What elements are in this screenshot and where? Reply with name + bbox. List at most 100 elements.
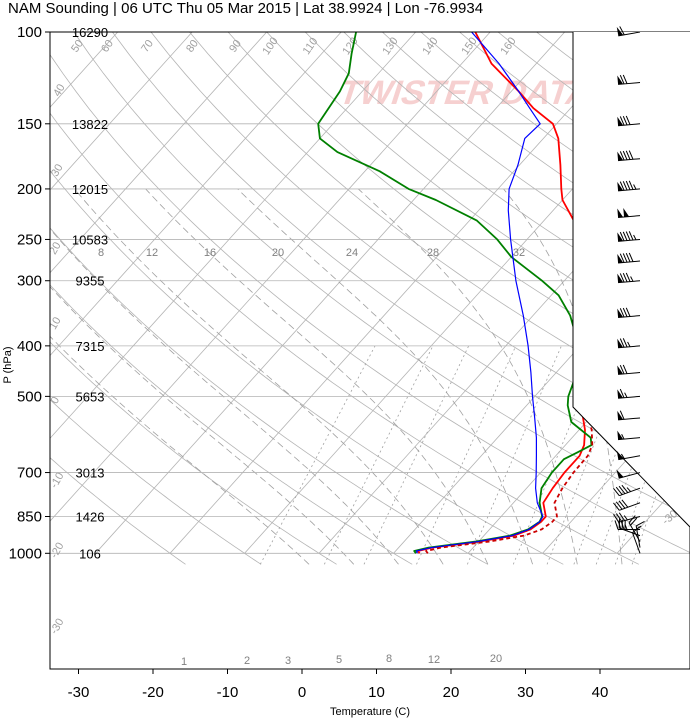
wind-barb-full <box>619 75 625 85</box>
wind-barb-flag <box>617 389 624 399</box>
wind-barb <box>613 499 641 511</box>
wind-barb-half <box>633 184 637 190</box>
height-label: 12015 <box>72 182 108 197</box>
adiabat-left-label: -20 <box>48 541 66 561</box>
wind-barb-full <box>625 150 631 160</box>
wind-barb-half <box>620 453 625 459</box>
height-label: 13822 <box>72 117 108 132</box>
dry-adiabat-line <box>50 112 639 565</box>
dry-adiabat-label: 70 <box>139 38 156 55</box>
mixing-ratio-label: 8 <box>98 247 104 259</box>
adiabat-left-label: 20 <box>47 240 64 257</box>
wind-barb-staff <box>618 395 641 399</box>
height-label: 7315 <box>76 339 105 354</box>
wind-barb-full <box>619 151 625 161</box>
wind-barb-full <box>619 273 625 283</box>
wind-barb-staff <box>618 188 641 192</box>
dry-adiabat-label: 90 <box>227 38 244 55</box>
wind-barb <box>617 272 641 284</box>
isotherm-line <box>50 32 342 357</box>
pressure-tick-label: 200 <box>17 181 42 198</box>
height-label: 3013 <box>76 466 105 481</box>
wind-barb-full <box>618 512 625 521</box>
wind-barb-full <box>613 487 620 497</box>
wind-barb-full <box>621 484 629 493</box>
isotherm-line <box>467 306 690 554</box>
wind-barb-full <box>616 513 623 522</box>
dry-adiabat-line <box>73 32 690 518</box>
wind-barb-flag <box>617 75 624 85</box>
wind-barb-flag <box>616 450 624 460</box>
wind-barb <box>613 484 641 497</box>
wind-barb-full <box>622 338 628 348</box>
dry-adiabat-line <box>227 32 690 382</box>
mixing-ratio-line <box>573 345 657 565</box>
mixing-ratio-bottom-label: 20 <box>490 653 502 665</box>
wind-barb <box>617 208 641 219</box>
dry-adiabat-line <box>50 170 564 565</box>
adiabat-left-label: 30 <box>49 162 66 179</box>
wind-barb-half <box>633 234 637 241</box>
wind-barb-full <box>625 252 631 263</box>
wind-barb <box>616 26 641 37</box>
wind-barb-half <box>624 392 628 398</box>
dry-adiabat-line <box>50 457 186 565</box>
wind-barb-full <box>625 307 631 317</box>
wind-barb-full <box>619 308 625 318</box>
wind-barb-full <box>622 150 628 161</box>
wind-barb-flag <box>617 116 624 126</box>
wind-barb-staff <box>618 260 641 264</box>
mixing-ratio-label: 12 <box>146 247 158 259</box>
wind-barb-half <box>621 434 625 440</box>
wind-barb-full <box>622 307 628 317</box>
wind-barb-full <box>622 181 628 191</box>
dry-adiabat-line <box>50 284 413 565</box>
chart-title: NAM Sounding | 06 UTC Thu 05 Mar 2015 | … <box>8 0 483 17</box>
dry-adiabat-line <box>189 32 690 415</box>
moist-adiabat-line <box>50 228 399 565</box>
height-label: 10583 <box>72 232 108 247</box>
wind-barb-full <box>618 500 626 509</box>
wind-barb-staff <box>618 158 641 162</box>
wind-barb-half <box>624 524 628 530</box>
dry-adiabat-line <box>50 399 262 565</box>
wind-barb-full <box>619 116 625 126</box>
pressure-tick-label: 100 <box>17 24 42 41</box>
wind-barb <box>617 115 641 127</box>
wind-barb-full <box>619 231 625 242</box>
height-label: 5653 <box>76 389 105 404</box>
moist-adiabat-line <box>50 335 310 565</box>
height-label: 9355 <box>76 274 105 289</box>
wind-barb-flag <box>616 469 624 479</box>
mixing-ratio-bottom-label: 5 <box>336 654 342 666</box>
wind-barb <box>617 410 641 421</box>
isotherm-line <box>50 32 193 191</box>
dry-adiabat-label: 160 <box>498 35 518 57</box>
wind-barb-full <box>615 501 623 510</box>
wind-barb-full <box>619 365 625 375</box>
wind-barb-full <box>619 388 625 398</box>
parcel-trace <box>415 32 544 554</box>
wind-barb-flag <box>617 308 624 318</box>
wind-barb-staff <box>618 472 641 479</box>
mixing-ratio-line <box>416 345 517 565</box>
isotherm-line <box>50 32 416 439</box>
wind-barb-half <box>636 525 642 530</box>
adiabat-left-label: 0 <box>49 395 62 406</box>
wind-barb-full <box>613 514 620 523</box>
wind-barb-full <box>625 272 631 282</box>
wind-barb-full <box>625 180 631 190</box>
wind-barb <box>616 469 641 479</box>
mixing-ratio-bottom-label: 2 <box>244 655 250 667</box>
dry-adiabat-label: 50 <box>69 38 86 55</box>
dry-adiabat-label: 100 <box>260 35 280 57</box>
isotherm-line <box>95 32 565 554</box>
wind-barb <box>617 231 641 242</box>
wind-barb-staff <box>619 502 641 511</box>
dry-adiabat-label: 140 <box>420 35 440 57</box>
temperature-tick-label: 40 <box>592 684 609 701</box>
isotherm-line <box>542 388 690 554</box>
mixing-ratio-line <box>259 345 376 565</box>
wind-barb <box>617 307 641 319</box>
moist-adiabat-line <box>358 188 578 565</box>
